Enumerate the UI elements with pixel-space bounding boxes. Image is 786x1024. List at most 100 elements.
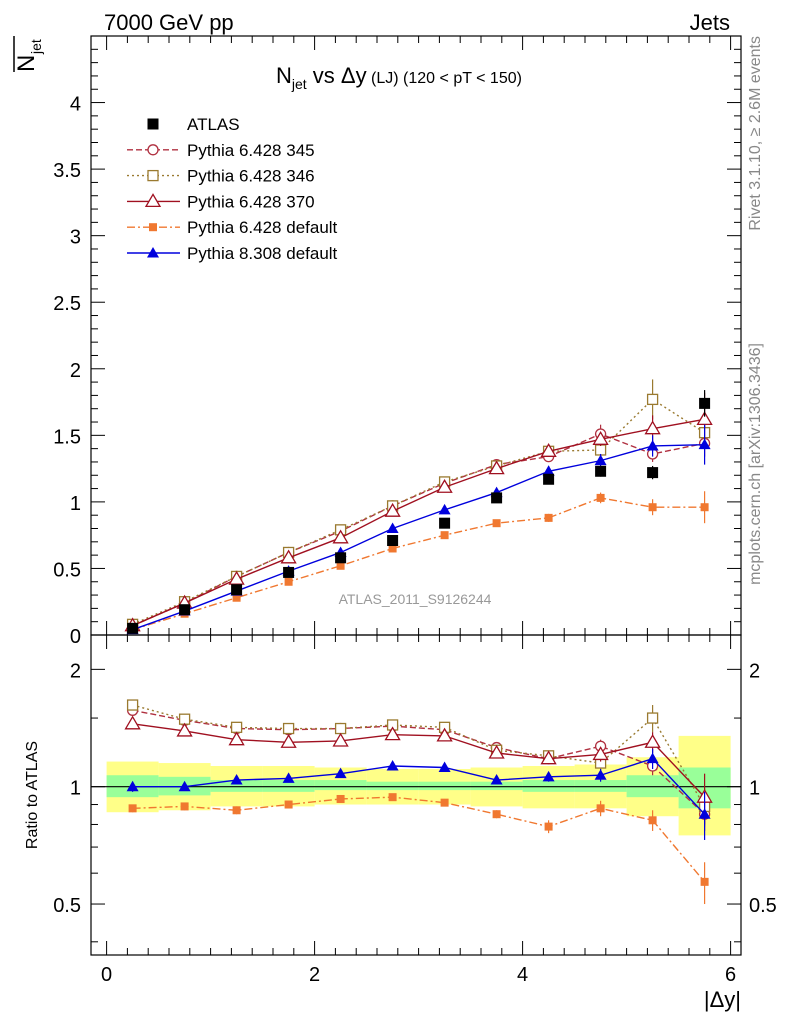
ratio-line-pythia-8-308-default xyxy=(132,757,706,815)
legend-marker xyxy=(147,118,159,130)
main-y-tick-label: 0 xyxy=(70,626,81,648)
main-line-pythia-6-428-default xyxy=(132,497,705,631)
main-series-layer xyxy=(124,379,713,635)
chart-title-rest: vs Δy xyxy=(307,63,367,88)
ratio-point-pythia-6-428-370 xyxy=(488,744,505,759)
main-point-pythia-6-428-346 xyxy=(594,444,607,456)
main-y-tick-label: 2.5 xyxy=(53,293,81,315)
main-point-atlas xyxy=(179,604,191,616)
main-point-pythia-6-428-default xyxy=(232,593,241,602)
main-point-atlas xyxy=(283,566,295,578)
ratio-point-pythia-8-308-default xyxy=(178,780,191,792)
ratio-point-pythia-6-428-default xyxy=(232,806,241,815)
ratio-inner-band xyxy=(470,781,523,791)
ratio-y-tick-label: 1 xyxy=(70,778,81,800)
ratio-y-tick-label: 0.5 xyxy=(53,895,81,917)
legend: ATLAS Pythia 6.428 345 Pythia 6.428 346 Pyt… xyxy=(127,115,338,263)
main-point-atlas xyxy=(491,492,503,504)
legend-marker xyxy=(149,223,157,232)
ratio-y-axis: 0.5 0.5 1 1 2 2 xyxy=(53,660,777,943)
main-point-pythia-6-428-370 xyxy=(384,502,401,517)
main-line-pythia-6-428-370 xyxy=(132,418,705,627)
x-tick-label: 0 xyxy=(101,964,112,986)
ratio-point-pythia-6-428-default xyxy=(700,877,709,886)
main-point-atlas xyxy=(543,473,555,485)
ratio-y-label: Ratio to ATLAS xyxy=(24,741,41,849)
ratio-point-pythia-6-428-370 xyxy=(228,731,245,746)
chart-title-tail: (120 < pT < 150) xyxy=(399,70,522,87)
x-tick-label: 2 xyxy=(309,964,320,986)
ratio-y-tick-label: 2 xyxy=(70,660,81,682)
ratio-inner-band xyxy=(210,780,263,792)
ratio-point-pythia-6-428-370 xyxy=(540,750,557,765)
ratio-inner-band xyxy=(522,780,575,792)
ratio-point-pythia-6-428-default xyxy=(492,810,501,819)
main-panel: 0 0.5 1 1.5 2 2.5 3 3.5 4 xyxy=(53,35,742,648)
chart-title-sub: jet xyxy=(291,76,307,92)
main-point-atlas xyxy=(231,584,243,596)
legend-label: Pythia 8.308 default xyxy=(187,244,338,263)
main-point-pythia-6-428-370 xyxy=(540,443,557,457)
ratio-point-pythia-6-428-default xyxy=(544,822,553,831)
main-point-pythia-6-428-370 xyxy=(332,529,349,544)
main-point-pythia-6-428-370 xyxy=(280,549,297,564)
main-y-label: N jet xyxy=(13,36,44,72)
main-point-pythia-6-428-370 xyxy=(644,420,661,435)
legend-entry-pythia-6-428-346: Pythia 6.428 346 xyxy=(127,167,315,186)
main-y-tick-label: 3 xyxy=(70,227,81,249)
main-point-pythia-6-428-default xyxy=(596,493,605,502)
main-y-tick-label: 3.5 xyxy=(53,160,81,182)
ratio-panel-frame xyxy=(90,634,742,956)
legend-entry-pythia-8-308-default: Pythia 8.308 default xyxy=(127,244,338,263)
ratio-point-pythia-6-428-346 xyxy=(334,722,347,735)
ratio-point-pythia-8-308-default xyxy=(282,772,295,783)
main-point-pythia-6-428-346 xyxy=(646,393,659,406)
jets-label: Jets xyxy=(690,10,730,35)
ratio-point-pythia-6-428-346 xyxy=(646,712,659,724)
main-y-label-sub: jet xyxy=(28,39,44,55)
main-series-pythia-6-428-default xyxy=(128,491,709,634)
legend-entry-atlas: ATLAS xyxy=(147,115,240,134)
legend-label: Pythia 6.428 default xyxy=(187,218,338,237)
main-y-tick-label: 4 xyxy=(70,94,81,116)
main-point-atlas xyxy=(335,552,347,564)
ratio-inner-band xyxy=(366,781,419,791)
main-point-atlas xyxy=(387,534,399,546)
ratio-point-pythia-8-308-default xyxy=(386,760,399,771)
main-point-pythia-8-308-default xyxy=(438,503,451,515)
legend-marker xyxy=(144,193,162,208)
main-point-pythia-6-428-370 xyxy=(228,570,245,585)
analysis-watermark: ATLAS_2011_S9126244 xyxy=(339,591,492,607)
ratio-point-pythia-6-428-370 xyxy=(280,733,297,748)
ratio-y-tick-label-right: 2 xyxy=(749,660,760,682)
energy-label: 7000 GeV pp xyxy=(104,10,234,35)
ratio-series-pythia-8-308-default xyxy=(126,748,711,840)
main-point-atlas xyxy=(127,622,139,634)
ratio-point-pythia-8-308-default xyxy=(490,774,503,785)
main-y-tick-label: 0.5 xyxy=(53,559,81,581)
ratio-point-pythia-8-308-default xyxy=(646,752,659,764)
ratio-point-pythia-6-428-370 xyxy=(644,733,661,748)
main-point-pythia-6-428-default xyxy=(648,503,657,512)
main-point-pythia-6-428-default xyxy=(336,561,345,570)
ratio-point-pythia-8-308-default xyxy=(334,767,347,779)
ratio-point-pythia-8-308-default xyxy=(698,808,711,819)
ratio-band-layer xyxy=(106,735,731,836)
main-point-atlas xyxy=(595,465,607,477)
x-axis: 0 2 4 6 xyxy=(101,635,736,986)
ratio-point-pythia-6-428-default xyxy=(388,793,397,802)
main-point-pythia-6-428-370 xyxy=(488,460,505,475)
ratio-point-pythia-6-428-346 xyxy=(282,722,295,735)
main-line-pythia-6-428-346 xyxy=(132,398,705,625)
ratio-point-pythia-6-428-default xyxy=(180,802,189,811)
ratio-y-tick-label-right: 1 xyxy=(749,778,760,800)
main-point-pythia-8-308-default xyxy=(386,522,399,534)
chart-title-main: N xyxy=(276,63,292,88)
ratio-point-pythia-6-428-370 xyxy=(124,715,141,730)
main-point-atlas xyxy=(699,397,711,409)
main-point-pythia-6-428-370 xyxy=(696,411,713,426)
main-y-label-main: N xyxy=(13,55,40,72)
main-point-pythia-8-308-default xyxy=(646,439,659,451)
main-point-pythia-6-428-370 xyxy=(592,431,609,445)
